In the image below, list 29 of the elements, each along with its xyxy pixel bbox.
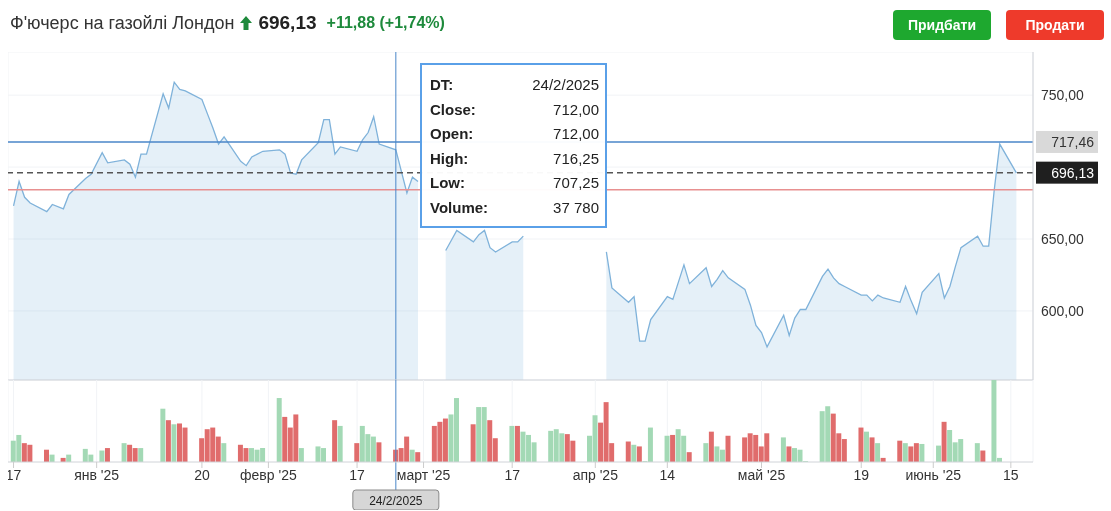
x-tick-label: март '25	[396, 466, 451, 483]
x-tick-label: февр '25	[240, 466, 297, 483]
y-tick-label: 600,00	[1041, 302, 1085, 319]
x-tick-label: 14	[659, 466, 676, 483]
y-tick-label: 750,00	[1041, 87, 1085, 104]
ref-line-label: 696,13	[1051, 164, 1095, 181]
x-tick-label: 15	[1003, 466, 1019, 483]
text: High: 716,25	[430, 149, 599, 167]
text: +11,88 (+1,74%)	[326, 14, 445, 32]
x-tick-label: 17	[504, 466, 521, 483]
text: Продати	[1006, 10, 1104, 40]
text: DT: 24/2/2025	[430, 76, 599, 93]
x-tick-label: июнь '25	[905, 466, 962, 483]
text: Volume: 37 780	[430, 198, 599, 216]
text: Low: 707,25	[430, 174, 599, 191]
text: Close: 712,00	[430, 100, 599, 118]
x-tick-label: 19	[853, 466, 870, 483]
x-tick-label: янв '25	[74, 466, 120, 483]
chart-title: Ф'ючерс на газойлі Лондон	[10, 12, 235, 34]
text: Open: 712,00	[430, 125, 599, 142]
y-tick-label: 650,00	[1041, 230, 1085, 247]
x-tick-label: апр '25	[572, 466, 619, 483]
x-tick-label: 20	[194, 466, 210, 483]
x-tick-label: 17	[349, 466, 366, 483]
chart-subtitle: 696,13	[258, 12, 317, 34]
x-tick-label: май '25	[737, 466, 786, 483]
text: Придбати	[893, 10, 991, 40]
ref-line-label: 24/2/2025	[369, 494, 423, 508]
ref-line-label: 717,46	[1051, 133, 1095, 150]
